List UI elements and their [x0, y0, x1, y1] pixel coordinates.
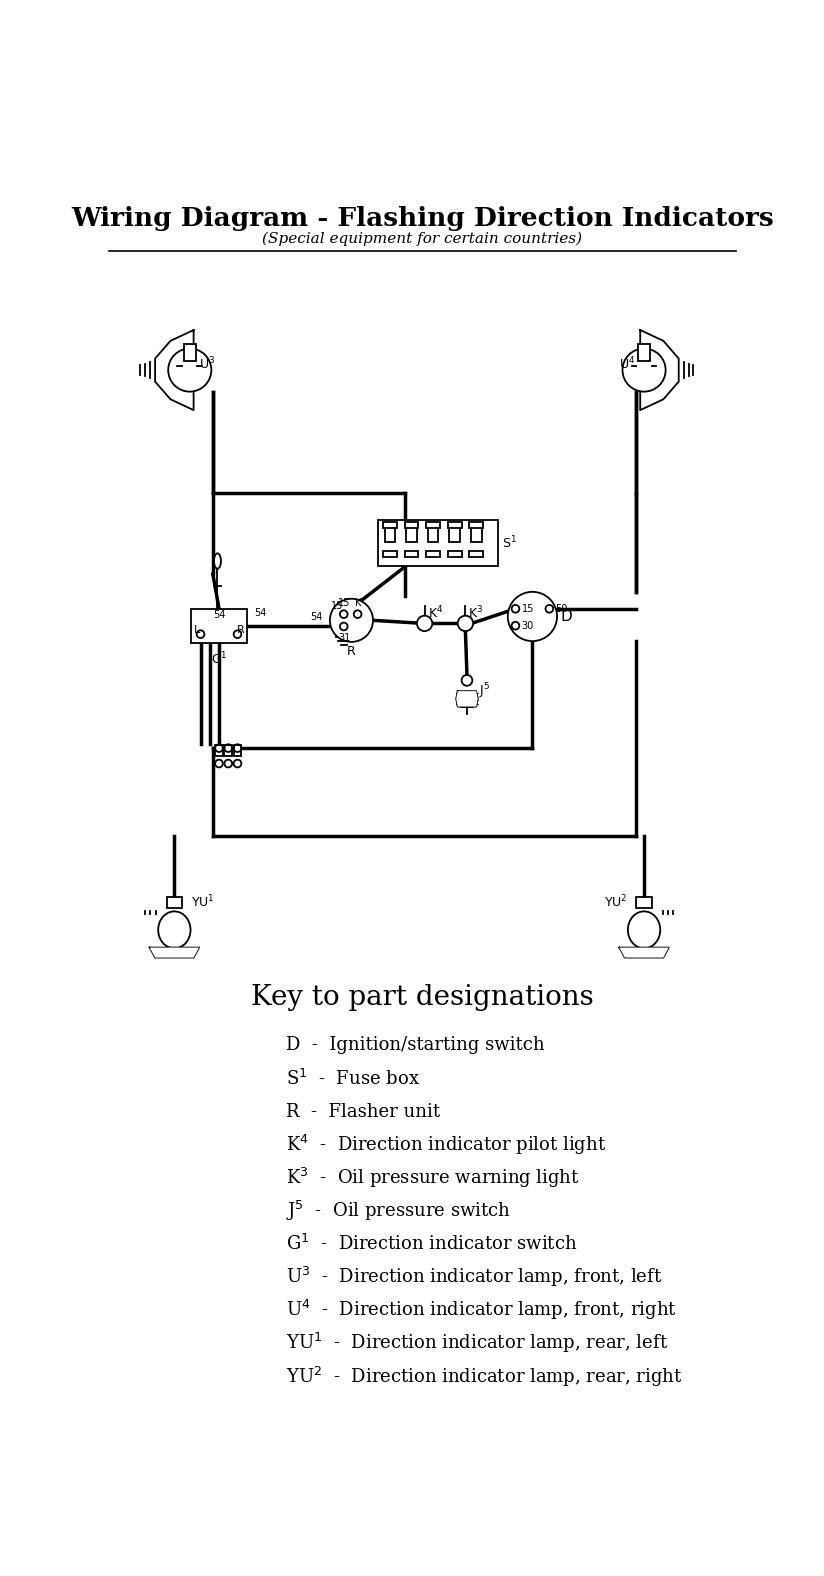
- Text: R  -  Flasher unit: R - Flasher unit: [286, 1103, 440, 1121]
- Bar: [426, 522, 440, 528]
- Bar: [215, 745, 222, 756]
- Bar: [383, 522, 397, 528]
- Bar: [166, 897, 182, 908]
- Text: U$^3$: U$^3$: [199, 356, 215, 372]
- Bar: [471, 526, 481, 542]
- Circle shape: [457, 616, 473, 630]
- Text: G$^1$: G$^1$: [211, 651, 227, 668]
- Circle shape: [417, 616, 433, 630]
- Text: YU$^2$  -  Direction indicator lamp, rear, right: YU$^2$ - Direction indicator lamp, rear,…: [286, 1365, 682, 1388]
- Text: Key to part designations: Key to part designations: [251, 983, 593, 1012]
- Text: R: R: [236, 626, 245, 635]
- Text: J$^5$  -  Oil pressure switch: J$^5$ - Oil pressure switch: [286, 1199, 511, 1223]
- Text: (Special equipment for certain countries): (Special equipment for certain countries…: [262, 232, 583, 246]
- Text: G$^1$  -  Direction indicator switch: G$^1$ - Direction indicator switch: [286, 1234, 578, 1254]
- Polygon shape: [155, 329, 194, 410]
- Text: Wiring Diagram - Flashing Direction Indicators: Wiring Diagram - Flashing Direction Indi…: [71, 206, 774, 230]
- Bar: [378, 520, 498, 566]
- Bar: [191, 608, 246, 643]
- Bar: [405, 522, 419, 528]
- Text: 54: 54: [255, 608, 267, 618]
- Circle shape: [508, 593, 557, 641]
- Bar: [638, 344, 650, 361]
- Polygon shape: [620, 947, 669, 958]
- Text: S$^1$  -  Fuse box: S$^1$ - Fuse box: [286, 1069, 420, 1089]
- Text: 15: 15: [339, 597, 351, 608]
- Bar: [447, 522, 461, 528]
- Ellipse shape: [158, 911, 190, 949]
- Circle shape: [168, 348, 211, 391]
- Text: D: D: [561, 608, 573, 624]
- Text: U$^4$  -  Direction indicator lamp, front, right: U$^4$ - Direction indicator lamp, front,…: [286, 1299, 677, 1322]
- Text: R: R: [347, 645, 356, 657]
- Polygon shape: [456, 692, 478, 706]
- Text: J$^5$: J$^5$: [480, 681, 490, 701]
- Text: K$^3$  -  Oil pressure warning light: K$^3$ - Oil pressure warning light: [286, 1166, 579, 1190]
- Text: 54: 54: [213, 610, 225, 621]
- Text: 15: 15: [331, 602, 344, 611]
- Text: 31: 31: [339, 632, 351, 643]
- Polygon shape: [640, 329, 679, 410]
- Text: 30: 30: [522, 621, 534, 630]
- Text: L: L: [194, 626, 200, 635]
- Text: K$^4$  -  Direction indicator pilot light: K$^4$ - Direction indicator pilot light: [286, 1133, 606, 1157]
- Text: S$^1$: S$^1$: [503, 534, 517, 552]
- Bar: [426, 552, 440, 558]
- Circle shape: [622, 348, 666, 391]
- Polygon shape: [150, 947, 199, 958]
- Text: K$^3$: K$^3$: [469, 605, 484, 621]
- Ellipse shape: [628, 911, 660, 949]
- Bar: [470, 522, 483, 528]
- Text: YU$^2$: YU$^2$: [604, 894, 627, 911]
- Bar: [224, 745, 232, 756]
- Bar: [636, 897, 652, 908]
- Text: D  -  Ignition/starting switch: D - Ignition/starting switch: [286, 1037, 545, 1054]
- Bar: [470, 552, 483, 558]
- Text: K: K: [355, 597, 362, 608]
- Ellipse shape: [214, 553, 221, 569]
- Text: U$^3$  -  Direction indicator lamp, front, left: U$^3$ - Direction indicator lamp, front,…: [286, 1266, 662, 1289]
- Text: 54: 54: [310, 611, 322, 623]
- Bar: [234, 745, 241, 756]
- Bar: [428, 526, 438, 542]
- Bar: [383, 552, 397, 558]
- Text: YU$^1$  -  Direction indicator lamp, rear, left: YU$^1$ - Direction indicator lamp, rear,…: [286, 1332, 668, 1355]
- Text: YU$^1$: YU$^1$: [191, 894, 215, 911]
- Text: U$^4$: U$^4$: [619, 356, 634, 372]
- Circle shape: [461, 675, 472, 686]
- Text: K$^4$: K$^4$: [428, 605, 443, 621]
- Text: 50: 50: [555, 604, 568, 613]
- Bar: [385, 526, 396, 542]
- Circle shape: [330, 599, 373, 641]
- Bar: [447, 552, 461, 558]
- Text: 15: 15: [522, 604, 534, 613]
- Bar: [405, 552, 419, 558]
- Bar: [184, 344, 196, 361]
- Bar: [406, 526, 417, 542]
- Bar: [449, 526, 460, 542]
